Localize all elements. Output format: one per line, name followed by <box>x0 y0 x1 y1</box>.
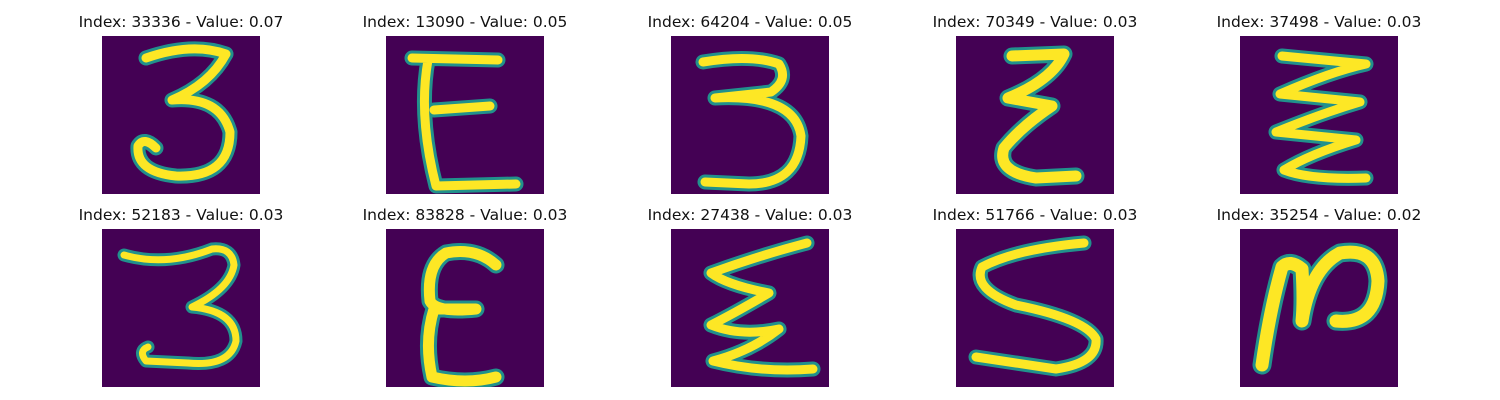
digit-tile-4: Index: 70349 - Value: 0.03 <box>915 12 1155 202</box>
digit-tile-3: Index: 64204 - Value: 0.05 <box>630 12 870 202</box>
digit-tile-5: Index: 37498 - Value: 0.03 <box>1199 12 1439 202</box>
digit-tile-6: Index: 52183 - Value: 0.03 <box>61 205 301 395</box>
digit-tile-7: Index: 83828 - Value: 0.03 <box>345 205 585 395</box>
digit-image <box>386 36 544 194</box>
tile-title: Index: 83828 - Value: 0.03 <box>362 206 568 224</box>
tile-title: Index: 37498 - Value: 0.03 <box>1216 13 1422 31</box>
digit-tile-10: Index: 35254 - Value: 0.02 <box>1199 205 1439 395</box>
digit-image <box>1240 229 1398 387</box>
digit-image <box>671 229 829 387</box>
digit-image <box>1240 36 1398 194</box>
tile-title: Index: 35254 - Value: 0.02 <box>1216 206 1422 224</box>
digit-image <box>956 229 1114 387</box>
tile-title: Index: 70349 - Value: 0.03 <box>932 13 1138 31</box>
tile-title: Index: 13090 - Value: 0.05 <box>362 13 568 31</box>
digit-image <box>102 36 260 194</box>
digit-image <box>102 229 260 387</box>
tile-title: Index: 64204 - Value: 0.05 <box>647 13 853 31</box>
tile-title: Index: 52183 - Value: 0.03 <box>78 206 284 224</box>
tile-title: Index: 27438 - Value: 0.03 <box>647 206 853 224</box>
digit-image <box>386 229 544 387</box>
digit-tile-2: Index: 13090 - Value: 0.05 <box>345 12 585 202</box>
digit-tile-9: Index: 51766 - Value: 0.03 <box>915 205 1155 395</box>
digit-tile-8: Index: 27438 - Value: 0.03 <box>630 205 870 395</box>
digit-image <box>671 36 829 194</box>
digit-tile-1: Index: 33336 - Value: 0.07 <box>61 12 301 202</box>
digit-image <box>956 36 1114 194</box>
tile-title: Index: 51766 - Value: 0.03 <box>932 206 1138 224</box>
tile-title: Index: 33336 - Value: 0.07 <box>78 13 284 31</box>
